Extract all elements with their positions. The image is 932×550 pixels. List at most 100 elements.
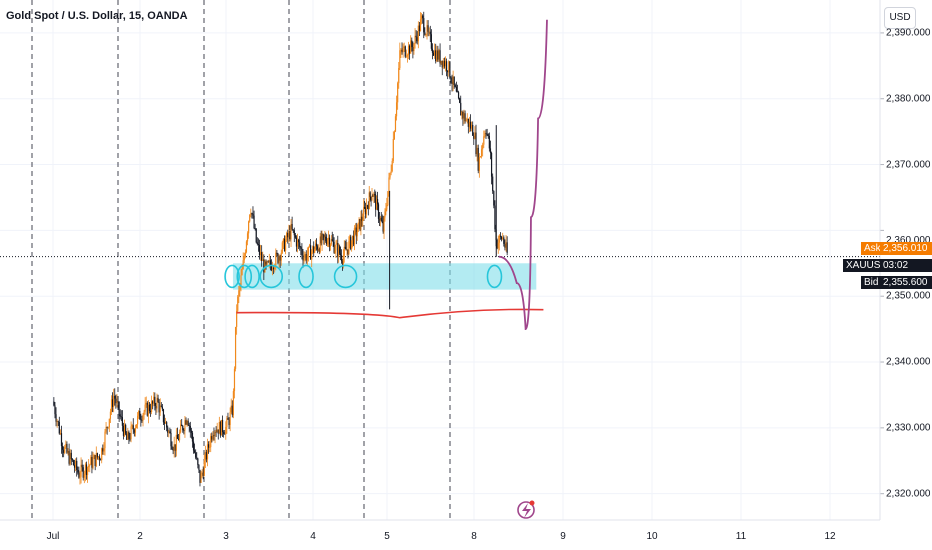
candle-body — [122, 425, 125, 436]
candle-body — [212, 435, 214, 440]
candle-body — [184, 420, 186, 431]
candle-body — [484, 133, 486, 137]
candle-body — [188, 425, 190, 426]
touch-circle — [236, 264, 253, 289]
candle-body — [191, 432, 194, 442]
candle-body — [276, 252, 278, 254]
candle-body — [108, 418, 110, 428]
candle-body — [298, 239, 300, 243]
candle-body — [305, 254, 307, 261]
touch-circle — [298, 264, 314, 289]
candle-body — [69, 452, 71, 464]
y-tick-label: 2,370.000 — [886, 159, 931, 171]
candle-body — [496, 239, 498, 249]
candle-body — [187, 420, 189, 426]
symbol-title[interactable]: Gold Spot / U.S. Dollar, 15, OANDA — [6, 10, 188, 22]
candle-body — [485, 133, 487, 134]
candle-body — [253, 215, 255, 229]
y-tick-label: 2,330.000 — [886, 422, 931, 434]
candle-body — [373, 193, 375, 197]
candle-body — [207, 444, 210, 448]
candle-body — [109, 411, 112, 419]
candle-body — [459, 98, 461, 103]
lightning-icon[interactable] — [517, 500, 535, 519]
candle-body — [113, 395, 115, 407]
projection-path — [498, 19, 548, 331]
candle-body — [443, 60, 446, 67]
candle-body — [320, 236, 322, 244]
candle-body — [405, 56, 407, 58]
candle-body — [221, 419, 224, 433]
candle-body — [110, 399, 113, 412]
candle-body — [237, 296, 239, 311]
candle-body — [78, 472, 80, 478]
candle-body — [151, 401, 153, 413]
candle-body — [73, 465, 76, 468]
candle-body — [434, 50, 436, 56]
candle-body — [454, 85, 456, 87]
candle-body — [280, 252, 282, 261]
candle-body — [181, 424, 183, 427]
candle-body — [303, 257, 305, 261]
candle-body — [84, 464, 87, 474]
candle-body — [246, 233, 249, 242]
candle-body — [370, 196, 372, 201]
support-zone — [232, 263, 537, 290]
currency-button[interactable]: USD — [884, 7, 916, 29]
candle-body — [238, 290, 240, 297]
candle-body — [420, 15, 423, 20]
candle-body — [369, 192, 371, 197]
candle-body — [226, 418, 228, 427]
candle-body — [173, 444, 175, 451]
candle-body — [387, 191, 389, 205]
candle-body — [232, 391, 234, 416]
ask-value: 2,356.010 — [880, 242, 932, 255]
candle-body — [138, 410, 140, 416]
candle-body — [255, 228, 257, 243]
candle-body — [394, 116, 397, 132]
candle-body — [128, 431, 130, 439]
candle-body — [117, 401, 119, 402]
ask-label: Ask — [861, 242, 884, 255]
candle-body — [66, 443, 68, 453]
candle-body — [162, 409, 165, 423]
hidden-axis-value: 2,360.000 — [886, 235, 931, 246]
candle-body — [293, 230, 295, 236]
candle-body — [119, 414, 121, 417]
candle-body — [147, 404, 149, 416]
candle-body — [133, 429, 135, 433]
candle-body — [266, 261, 268, 265]
candle-body — [101, 448, 103, 461]
candle-body — [367, 205, 369, 209]
candle-body — [445, 61, 448, 71]
candle-body — [478, 157, 480, 171]
candle-body — [323, 234, 325, 238]
candle-body — [283, 238, 286, 251]
x-tick-label: 12 — [824, 531, 836, 542]
candle-body — [356, 231, 358, 237]
candle-body — [376, 199, 378, 210]
candle-body — [145, 402, 147, 405]
candle-body — [440, 60, 442, 64]
candle-body — [417, 25, 419, 42]
x-tick-label: 9 — [560, 531, 566, 542]
candle-body — [322, 234, 324, 236]
support-line — [236, 308, 544, 319]
candle-body — [468, 121, 471, 127]
candle-body — [58, 422, 60, 434]
candle-body — [203, 460, 205, 476]
candle-body — [382, 222, 384, 232]
y-tick-label: 2,380.000 — [886, 93, 931, 105]
candle-body — [482, 144, 484, 150]
candle-body — [378, 218, 381, 221]
candle-body — [469, 121, 472, 129]
candle-body — [121, 417, 123, 426]
candle-body — [123, 424, 126, 436]
candle-body — [314, 243, 317, 249]
candle-body — [400, 49, 402, 51]
x-tick-label: 10 — [646, 531, 658, 542]
x-tick-label: 8 — [471, 531, 477, 542]
candle-body — [174, 444, 176, 451]
candle-body — [371, 195, 373, 201]
